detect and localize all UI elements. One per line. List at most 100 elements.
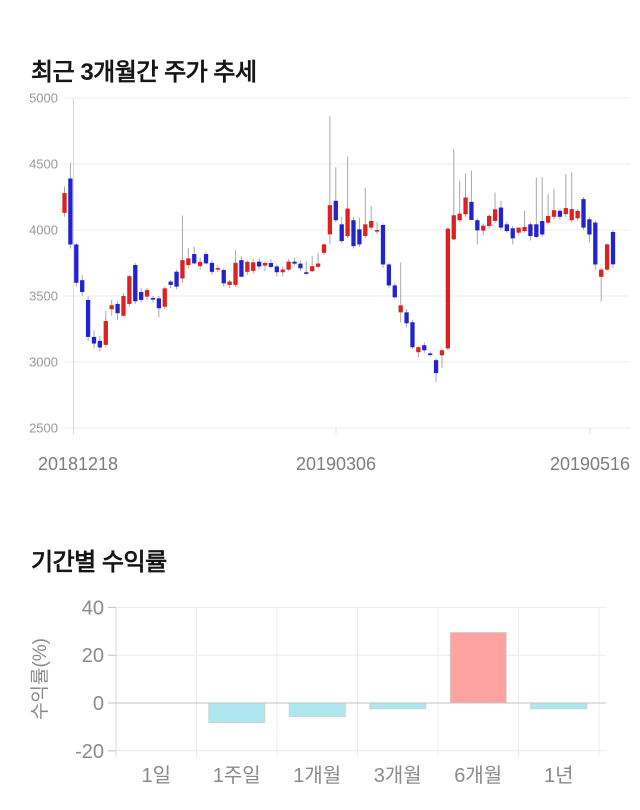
candle-down: [540, 221, 545, 235]
return-bar-positive: [449, 631, 507, 704]
candle-up: [144, 290, 150, 297]
candle-down: [410, 322, 415, 348]
candle-down: [534, 224, 539, 237]
return-bar-negative: [288, 702, 346, 717]
return-category-label: 6개월: [454, 764, 502, 787]
candle-down: [268, 263, 274, 267]
candle-up: [522, 226, 527, 232]
candle-down: [192, 254, 197, 264]
candle-down: [357, 229, 362, 245]
candle-down: [156, 298, 162, 309]
candle-up: [280, 269, 285, 273]
candle-down: [139, 292, 144, 300]
candle-up: [345, 208, 350, 237]
candle-up: [516, 227, 521, 233]
candle-up: [321, 244, 327, 253]
candle-up: [575, 210, 580, 219]
candle-up: [398, 305, 403, 313]
candle-up: [233, 262, 238, 285]
candle-up: [369, 221, 374, 228]
candle-down: [380, 224, 386, 265]
candle-down: [386, 264, 392, 286]
candle-down: [91, 336, 97, 344]
return-y-axis-label: 수익률(%): [29, 638, 51, 720]
price-x-axis: 20181218 20190306 20190516: [38, 428, 630, 474]
candle-up: [286, 261, 291, 270]
candle-down: [292, 261, 297, 264]
candles: [62, 116, 616, 383]
candle-down: [469, 201, 474, 220]
return-x-labels: 1일 1주일 1개월 3개월 6개월 1년: [141, 764, 573, 787]
return-category-label: 1일: [141, 764, 171, 787]
candle-up: [569, 209, 574, 221]
candle-down: [203, 254, 209, 264]
candle-down: [433, 360, 439, 374]
return-category-label: 3개월: [374, 764, 422, 787]
candle-down: [428, 353, 433, 356]
price-grid: 5000 4500 4000 3500 3000 2500: [29, 91, 630, 436]
return-bar-negative: [208, 702, 266, 724]
candle-up: [416, 347, 421, 353]
price-y-tick-label: 4000: [29, 223, 58, 238]
candle-down: [339, 224, 344, 242]
return-y-tick-label: 20: [82, 645, 104, 667]
candle-up: [162, 288, 167, 307]
candle-down: [150, 297, 156, 300]
return-y-tick-label: -20: [75, 741, 104, 763]
return-category-label: 1년: [544, 764, 574, 787]
candle-up: [327, 205, 333, 235]
candle-down: [256, 261, 262, 267]
candle-down: [593, 222, 598, 265]
price-x-tick-label: 20190306: [296, 454, 376, 474]
return-bars: [208, 631, 588, 724]
candle-down: [498, 207, 504, 228]
return-y-tick-label: 40: [82, 597, 104, 619]
candle-up: [103, 321, 108, 345]
candle-up: [445, 228, 451, 349]
candle-down: [115, 303, 120, 314]
candle-down: [610, 231, 616, 265]
candle-down: [475, 220, 480, 231]
candle-down: [274, 266, 279, 273]
return-chart-title: 기간별 수익률: [31, 548, 167, 576]
candle-down: [510, 228, 515, 239]
candle-up: [310, 266, 315, 272]
candle-down: [351, 220, 356, 247]
candle-up: [492, 209, 498, 221]
candle-down: [97, 340, 103, 348]
candle-up: [451, 215, 456, 240]
candle-down: [209, 262, 215, 272]
candle-down: [239, 260, 244, 277]
candle-down: [557, 210, 563, 217]
candle-down: [298, 263, 303, 269]
candle-up: [439, 350, 445, 356]
candle-up: [551, 210, 557, 217]
price-y-tick-label: 2500: [29, 421, 58, 436]
return-bar-negative: [530, 702, 588, 710]
candle-down: [133, 264, 138, 302]
candle-down: [174, 271, 179, 287]
candle-up: [262, 263, 268, 266]
candle-up: [604, 244, 610, 270]
candle-down: [85, 299, 91, 337]
price-y-tick-label: 4500: [29, 157, 58, 172]
price-x-tick-label: 20181218: [38, 454, 118, 474]
candle-up: [62, 193, 67, 213]
candle-up: [127, 276, 132, 304]
candle-up: [109, 305, 114, 310]
candle-down: [68, 178, 73, 245]
candle-down: [504, 224, 509, 232]
candle-up: [198, 261, 203, 267]
return-category-label: 1개월: [293, 764, 341, 787]
candle-up: [180, 260, 185, 279]
candle-up: [481, 225, 486, 231]
candle-down: [528, 224, 533, 237]
candle-up: [486, 215, 492, 227]
candle-up: [315, 263, 321, 267]
price-chart-title: 최근 3개월간 주가 추세: [31, 58, 257, 86]
return-bar-negative: [369, 702, 427, 710]
return-category-label: 1주일: [213, 764, 261, 787]
period-return-bar-chart: 40 20 0 -20 1일 1주일 1개월 3개월 6개월 1년 수익률(%): [29, 597, 606, 787]
candle-up: [463, 197, 468, 215]
